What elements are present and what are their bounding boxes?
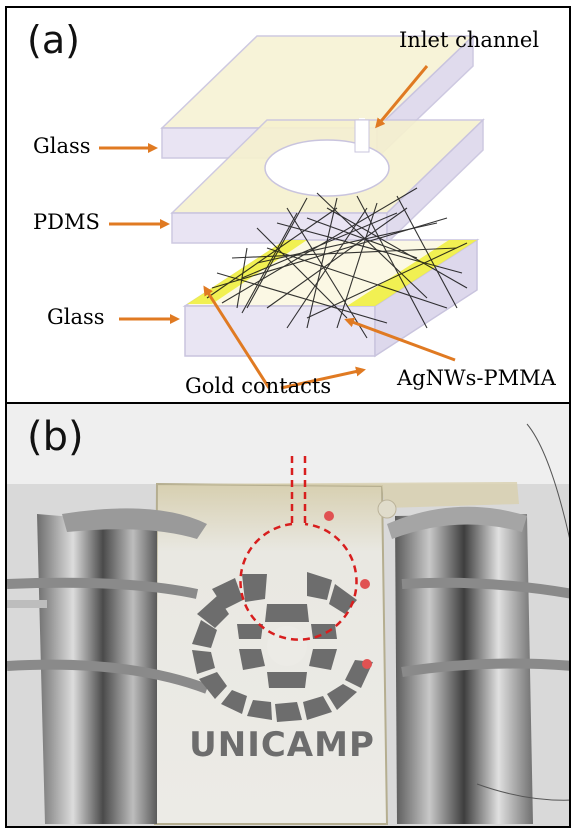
label-gold-contacts: Gold contacts (185, 374, 332, 398)
label-pdms: PDMS (33, 210, 100, 234)
gold-contact-right (347, 240, 477, 306)
label-glass-bottom: Glass (47, 305, 105, 329)
pdms-layer (170, 118, 485, 245)
arrow-agnws-pmma (344, 317, 456, 362)
contact-dots (324, 511, 372, 669)
device-photo-illustration: UNICAMP (7, 404, 569, 826)
arrow-gold-contact-left (203, 285, 271, 389)
unicamp-logo: UNICAMP (189, 572, 375, 765)
panel-b: UNICAMP (b) (5, 402, 571, 828)
panel-letter-b: (b) (27, 414, 84, 460)
binder-clip-right (387, 423, 569, 824)
panel-letter-a: (a) (27, 18, 80, 62)
nanowire-network (206, 187, 468, 339)
arrow-gold-contact-right (280, 366, 366, 390)
channel-outline (239, 456, 358, 641)
binder-clip-left (7, 508, 209, 824)
bottom-glass-layer (182, 187, 480, 358)
panel-a: (a) Glass PDMS Glass Inlet channel Gold … (5, 6, 571, 404)
label-glass-top: Glass (33, 134, 91, 158)
label-arrows (99, 65, 456, 390)
exploded-device-diagram (99, 34, 485, 390)
arrow-inlet-channel (375, 65, 429, 129)
unicamp-logo-text: UNICAMP (189, 725, 375, 765)
label-inlet-channel: Inlet channel (399, 28, 540, 52)
label-agnws-pmma: AgNWs-PMMA (397, 366, 556, 390)
